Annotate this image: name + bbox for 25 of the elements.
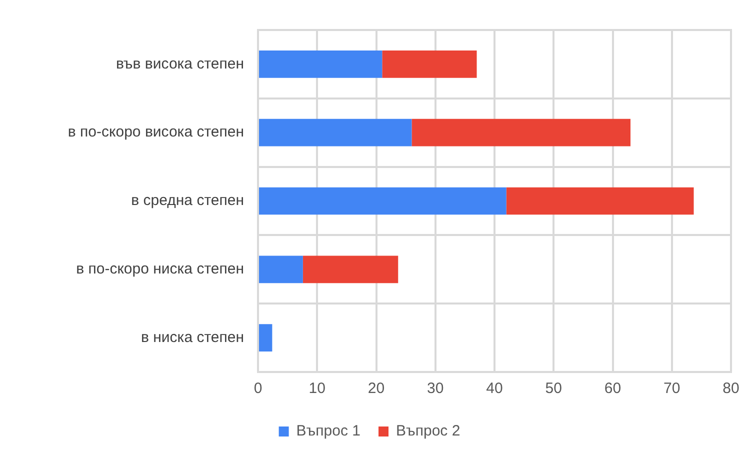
y-tick-label: в средна степен <box>131 192 244 210</box>
y-tick-label: в по-скоро ниска степен <box>76 260 244 278</box>
bar <box>259 187 506 215</box>
x-tick-label: 30 <box>427 380 444 398</box>
x-tick-label: 10 <box>308 380 326 398</box>
x-tick-label: 40 <box>486 380 503 398</box>
y-tick-label: в ниска степен <box>141 328 244 346</box>
bar <box>259 118 412 146</box>
x-tick-label: 0 <box>254 380 262 398</box>
x-tick-label: 20 <box>368 380 385 398</box>
y-tick-label: във висока степен <box>116 55 244 72</box>
legend-label: Въпрос 1 <box>296 422 361 440</box>
bar <box>506 187 694 215</box>
bar <box>259 256 303 284</box>
bar <box>259 50 382 78</box>
bar <box>302 256 398 284</box>
x-tick-label: 60 <box>604 380 622 398</box>
x-tick-label: 50 <box>545 380 562 398</box>
bar <box>412 118 630 146</box>
bar <box>259 324 272 352</box>
x-tick-label: 80 <box>722 380 740 398</box>
y-tick-label: в по-скоро висока степен <box>68 124 244 141</box>
legend-label: Въпрос 2 <box>396 422 460 440</box>
x-tick-label: 70 <box>664 380 680 398</box>
bar <box>382 50 477 78</box>
